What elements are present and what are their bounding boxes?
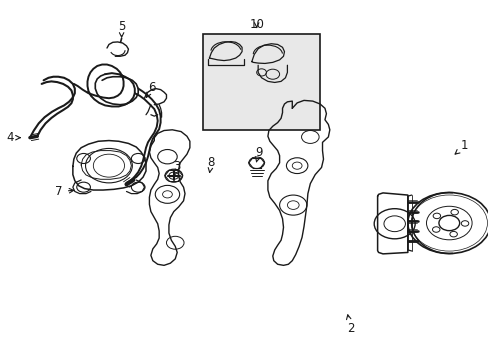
- Text: 9: 9: [255, 145, 263, 162]
- Text: 6: 6: [146, 81, 155, 97]
- Text: 1: 1: [454, 139, 468, 154]
- Text: 8: 8: [207, 156, 215, 172]
- Text: 2: 2: [346, 315, 354, 335]
- Text: 4: 4: [7, 131, 20, 144]
- Bar: [203, 34, 320, 130]
- Text: 7: 7: [55, 185, 74, 198]
- Text: 5: 5: [118, 20, 125, 37]
- Text: 10: 10: [249, 18, 264, 31]
- Text: 3: 3: [173, 160, 181, 176]
